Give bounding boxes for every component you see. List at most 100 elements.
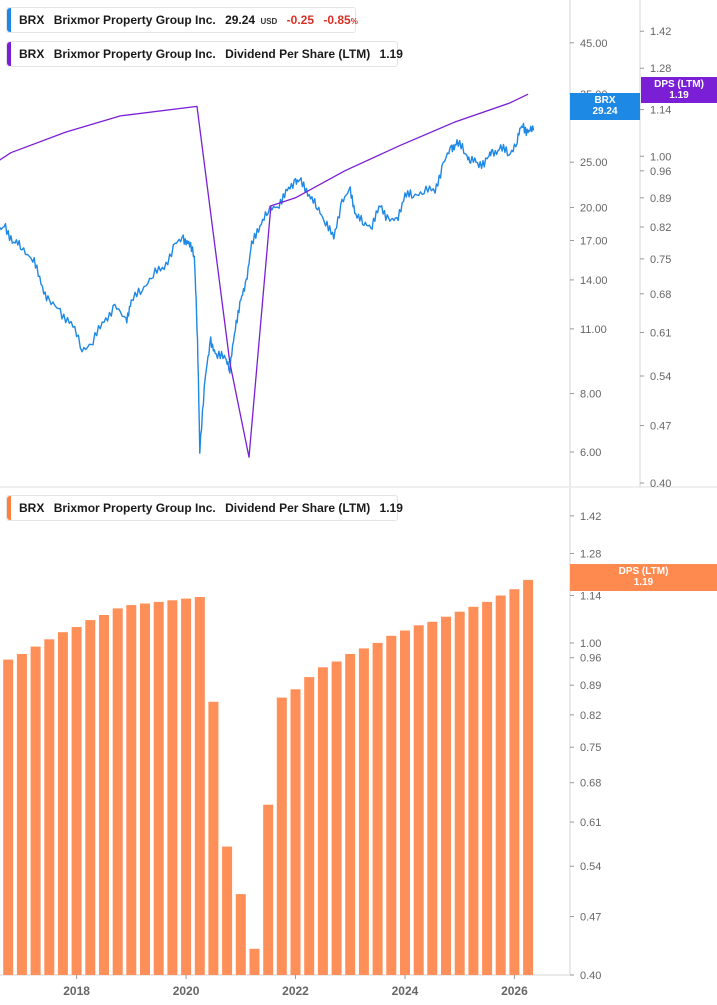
dps-bar <box>16 654 27 975</box>
legend-dps-top[interactable]: BRX Brixmor Property Group Inc. Dividend… <box>6 41 403 67</box>
x-axis-tick-label: 2022 <box>282 984 309 998</box>
dps-axis-tick-label-top: 0.68 <box>650 289 671 301</box>
dps-bar <box>468 606 479 975</box>
legend-price-change: -0.25 <box>286 13 315 27</box>
price-series-line <box>0 122 535 454</box>
dps-bar <box>290 689 301 975</box>
bar-axis-tick-label: 0.96 <box>580 653 601 665</box>
dps-axis-tick-label-top: 1.42 <box>650 26 671 38</box>
bar-axis-tick-label: 0.75 <box>580 742 601 754</box>
dps-tag-bottom: DPS (LTM) 1.19 <box>570 564 717 591</box>
legend-price-currency: USD <box>260 17 278 26</box>
legend-dps-top-metric: Dividend Per Share (LTM) <box>225 47 371 61</box>
legend-price[interactable]: BRX Brixmor Property Group Inc. 29.24 US… <box>6 7 358 33</box>
dps-tag-bottom-value: 1.19 <box>633 577 654 588</box>
legend-price-pct-sign: % <box>350 17 358 26</box>
legend-dps-bottom-ticker: BRX <box>19 501 45 515</box>
legend-dps-top-ticker: BRX <box>19 47 45 61</box>
dps-bar <box>194 597 205 975</box>
bar-axis-tick-label: 0.68 <box>580 778 601 790</box>
price-axis-tick-label: 20.00 <box>580 202 608 214</box>
dps-axis-tick-label-top: 0.54 <box>650 371 671 383</box>
dps-bar <box>140 603 150 975</box>
bar-axis-tick-label: 1.28 <box>580 548 601 560</box>
dps-bar <box>44 639 55 975</box>
bar-axis-tick-label: 0.89 <box>580 680 601 692</box>
legend-price-value: 29.24 <box>225 13 256 27</box>
dps-bar <box>372 642 383 975</box>
dps-tag-top-label: DPS (LTM) <box>654 79 704 90</box>
bar-axis-tick-label: 0.61 <box>580 817 601 829</box>
legend-dps-bottom-metric: Dividend Per Share (LTM) <box>225 501 371 515</box>
price-axis-tick-label: 11.00 <box>580 324 607 336</box>
price-axis-tick-label: 17.00 <box>580 235 608 247</box>
legend-dps-top-company: Brixmor Property Group Inc. <box>53 47 216 61</box>
bar-axis-tick-label: 1.42 <box>580 511 601 523</box>
dps-tag-top: DPS (LTM) 1.19 <box>641 77 717 103</box>
dps-bar <box>454 611 465 975</box>
price-axis-tick-label: 45.00 <box>580 38 608 50</box>
dps-axis-tick-label-top: 1.00 <box>650 151 671 163</box>
dps-axis-tick-label-top: 0.47 <box>650 420 671 432</box>
dps-axis-tick-label-top: 0.75 <box>650 254 671 266</box>
dps-bar <box>222 846 233 975</box>
legend-price-company: Brixmor Property Group Inc. <box>53 13 216 27</box>
dps-bar <box>413 625 424 975</box>
dps-axis-tick-label-top: 1.28 <box>650 63 671 75</box>
price-axis-tick-label: 14.00 <box>580 275 608 287</box>
legend-price-change-pct: -0.85% <box>323 13 363 27</box>
legend-dps-bottom-swatch <box>7 496 11 520</box>
dps-bar <box>317 667 328 975</box>
dps-bar <box>126 605 137 975</box>
price-axis-tick-label: 6.00 <box>580 447 601 459</box>
dps-bar <box>482 601 493 975</box>
dps-bar <box>181 598 192 975</box>
legend-price-change-pct-value: -0.85 <box>323 13 351 27</box>
dps-bar <box>523 579 534 975</box>
dps-bar <box>345 654 356 975</box>
dps-bar <box>495 595 506 975</box>
legend-dps-top-value: 1.19 <box>379 47 403 61</box>
legend-price-ticker: BRX <box>19 13 45 27</box>
dps-series-line <box>0 93 529 458</box>
bar-axis-tick-label: 1.00 <box>580 638 601 650</box>
bar-axis-tick-label: 0.54 <box>580 861 601 873</box>
dps-bar <box>153 601 164 975</box>
dps-axis-tick-label-top: 0.96 <box>650 166 671 178</box>
bar-axis-tick-label: 0.47 <box>580 912 601 924</box>
legend-dps-top-swatch <box>7 42 11 66</box>
dps-bar <box>263 804 274 975</box>
dps-bar <box>331 661 342 975</box>
x-axis-tick-label: 2024 <box>392 984 419 998</box>
price-tag-label: BRX <box>594 95 616 106</box>
bar-axis-tick-label: 0.40 <box>580 970 601 982</box>
dps-bar <box>85 620 96 975</box>
dps-axis-tick-label-top: 0.40 <box>650 478 671 490</box>
dps-axis-tick-label-top: 1.14 <box>650 105 671 117</box>
x-axis-tick-label: 2026 <box>501 984 528 998</box>
dps-bar <box>276 697 287 975</box>
dps-bar <box>99 615 109 975</box>
legend-dps-bottom-value: 1.19 <box>379 501 403 515</box>
dps-bar <box>71 627 82 975</box>
dps-axis-tick-label-top: 0.82 <box>650 222 671 234</box>
dps-bar <box>235 894 246 975</box>
dps-axis-tick-label-top: 0.89 <box>650 193 671 205</box>
dps-bar <box>167 600 178 975</box>
bar-axis-tick-label: 0.82 <box>580 710 601 722</box>
legend-price-swatch <box>7 8 11 32</box>
dps-bar <box>427 621 438 975</box>
dps-bar <box>112 608 123 975</box>
dps-bar <box>208 701 219 975</box>
legend-dps-bottom-company: Brixmor Property Group Inc. <box>53 501 216 515</box>
x-axis-tick-label: 2020 <box>173 984 200 998</box>
dps-bar <box>249 948 260 975</box>
dps-tag-bottom-label: DPS (LTM) <box>618 566 669 577</box>
dps-bar <box>30 646 41 975</box>
dps-bar <box>358 648 369 975</box>
dps-bar <box>57 632 68 975</box>
legend-dps-bottom[interactable]: BRX Brixmor Property Group Inc. Dividend… <box>6 495 403 521</box>
dps-bar <box>3 659 14 975</box>
price-axis-tick-label: 25.00 <box>580 157 608 169</box>
